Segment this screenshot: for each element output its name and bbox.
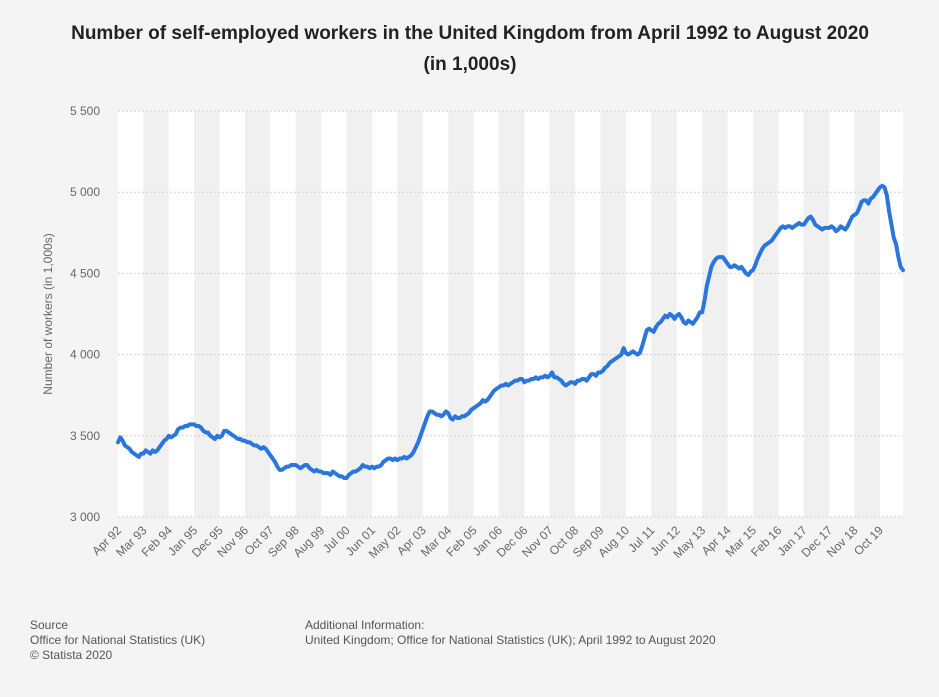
y-tick-label: 4 000 xyxy=(70,348,100,362)
plot-band xyxy=(321,111,347,517)
plot-band xyxy=(752,111,779,517)
plot-band xyxy=(422,111,449,517)
info: United Kingdom; Office for National Stat… xyxy=(305,633,716,647)
plot-band xyxy=(549,111,576,517)
plot-band xyxy=(448,111,474,517)
source: Office for National Statistics (UK) xyxy=(30,633,206,647)
y-tick-label: 3 500 xyxy=(70,429,100,443)
plot-band xyxy=(473,111,499,517)
plot-band xyxy=(778,111,804,517)
y-tick-label: 5 000 xyxy=(70,185,100,199)
plot-band xyxy=(143,111,169,517)
plot-band xyxy=(244,111,271,517)
plot-band xyxy=(498,111,525,517)
plot-band xyxy=(625,111,652,517)
copyright: © Statista 2020 xyxy=(30,648,113,662)
plot-band xyxy=(295,111,322,517)
plot-band xyxy=(168,111,195,517)
plot-band xyxy=(524,111,550,517)
x-tick-label: Oct 19 xyxy=(851,523,886,558)
data-line xyxy=(116,183,905,481)
plot-band xyxy=(575,111,601,517)
y-tick-label: 5 500 xyxy=(70,104,100,118)
plot-band xyxy=(270,111,296,517)
plot-band xyxy=(854,111,880,517)
plot-band xyxy=(371,111,398,517)
plot-band xyxy=(803,111,830,517)
plot-band xyxy=(346,111,372,517)
plot-band xyxy=(702,111,728,517)
plot-band xyxy=(829,111,855,517)
plot-band xyxy=(879,111,903,517)
source-title: Source xyxy=(30,618,69,632)
plot-band xyxy=(600,111,626,517)
chart-title: Number of self-employed workers in the U… xyxy=(71,23,869,75)
plot-band xyxy=(727,111,753,517)
plot-band xyxy=(194,111,220,517)
y-axis-label: Number of workers (in 1,000s) xyxy=(41,233,55,394)
plot-band xyxy=(397,111,423,517)
info-title: Additional Information: xyxy=(305,618,425,632)
y-tick-label: 3 000 xyxy=(70,510,100,524)
y-tick-label: 4 500 xyxy=(70,266,100,280)
plot-band xyxy=(219,111,245,517)
